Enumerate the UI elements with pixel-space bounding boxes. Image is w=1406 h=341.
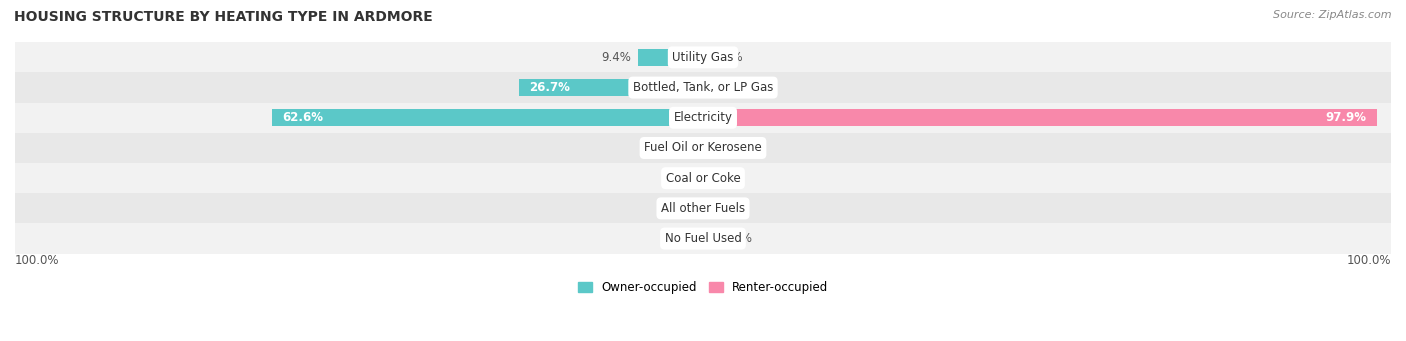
- Bar: [15, 103, 1391, 133]
- Bar: [15, 73, 1391, 103]
- Bar: [15, 42, 1391, 73]
- Text: 0.0%: 0.0%: [713, 142, 742, 154]
- Text: No Fuel Used: No Fuel Used: [665, 232, 741, 245]
- Text: Bottled, Tank, or LP Gas: Bottled, Tank, or LP Gas: [633, 81, 773, 94]
- Bar: [703, 200, 711, 217]
- Text: Source: ZipAtlas.com: Source: ZipAtlas.com: [1274, 10, 1392, 20]
- Bar: [703, 109, 1376, 126]
- Text: All other Fuels: All other Fuels: [661, 202, 745, 215]
- Text: Fuel Oil or Kerosene: Fuel Oil or Kerosene: [644, 142, 762, 154]
- Text: 0.0%: 0.0%: [713, 81, 742, 94]
- Text: 100.0%: 100.0%: [15, 254, 59, 267]
- Text: Coal or Coke: Coal or Coke: [665, 172, 741, 185]
- Text: 0.0%: 0.0%: [664, 232, 693, 245]
- Bar: [15, 193, 1391, 223]
- Bar: [15, 163, 1391, 193]
- Text: Electricity: Electricity: [673, 111, 733, 124]
- Bar: [703, 230, 709, 247]
- Text: 0.85%: 0.85%: [716, 232, 752, 245]
- Text: 0.0%: 0.0%: [713, 51, 742, 64]
- Text: 0.0%: 0.0%: [713, 172, 742, 185]
- Text: 0.0%: 0.0%: [664, 172, 693, 185]
- Text: 100.0%: 100.0%: [1347, 254, 1391, 267]
- Text: HOUSING STRUCTURE BY HEATING TYPE IN ARDMORE: HOUSING STRUCTURE BY HEATING TYPE IN ARD…: [14, 10, 433, 24]
- Text: 97.9%: 97.9%: [1326, 111, 1367, 124]
- Text: 62.6%: 62.6%: [283, 111, 323, 124]
- Bar: [15, 133, 1391, 163]
- Text: Utility Gas: Utility Gas: [672, 51, 734, 64]
- Bar: [273, 109, 703, 126]
- Text: 1.3%: 1.3%: [658, 142, 688, 154]
- Bar: [695, 140, 703, 156]
- Text: 9.4%: 9.4%: [602, 51, 631, 64]
- Bar: [638, 49, 703, 66]
- Bar: [519, 79, 703, 96]
- Legend: Owner-occupied, Renter-occupied: Owner-occupied, Renter-occupied: [578, 281, 828, 294]
- Text: 0.0%: 0.0%: [664, 202, 693, 215]
- Text: 1.3%: 1.3%: [718, 202, 748, 215]
- Text: 26.7%: 26.7%: [530, 81, 571, 94]
- Bar: [15, 223, 1391, 254]
